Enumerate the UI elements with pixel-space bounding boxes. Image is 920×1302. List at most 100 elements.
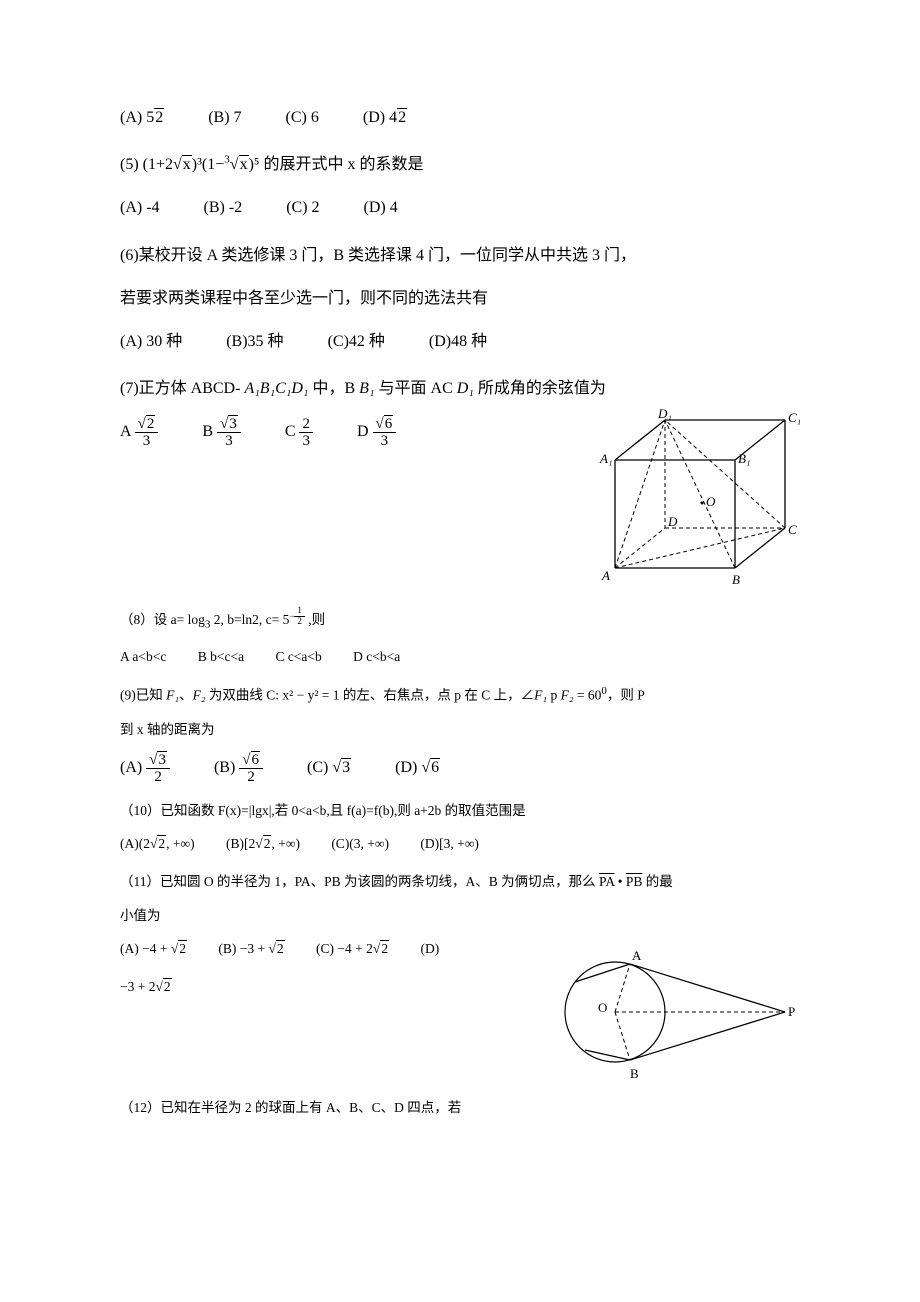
q4-options: (A) 52 (B) 7 (C) 6 (D) 42	[120, 100, 800, 135]
q6-optD: (D)48 种	[429, 324, 487, 359]
q5-options: (A) -4 (B) -2 (C) 2 (D) 4	[120, 190, 800, 225]
lbl-A: A	[601, 568, 610, 583]
lbl-A1: A₁	[599, 451, 612, 466]
q7-optA: A √23	[120, 414, 158, 449]
q8-optA: A a<b<c	[120, 644, 166, 670]
pre: （8）设 a= log	[120, 612, 205, 627]
sqrt2: 2	[154, 108, 164, 126]
PB: PB	[626, 874, 643, 889]
PA: PA	[599, 874, 614, 889]
pre: （11）已知圆 O 的半径为 1，PA、PB 为该圆的两条切线，A、B 为俩切点…	[120, 874, 599, 889]
amid: p	[547, 688, 561, 703]
q6-options: (A) 30 种 (B)35 种 (C)42 种 (D)48 种	[120, 324, 800, 359]
lbl-O: O	[706, 494, 716, 509]
post: 所成角的余弦值为	[474, 380, 606, 397]
mid2: 与平面 AC	[375, 380, 457, 397]
q4-optC: (C) 6	[286, 100, 319, 135]
lbl: (C)	[307, 759, 328, 776]
q12-stem: （12）已知在半径为 2 的球面上有 A、B、C、D 四点，若	[120, 1095, 800, 1121]
sub1: A₁B₁C₁D₁	[244, 380, 308, 397]
label: (D)	[363, 109, 385, 126]
mid: 中，B	[308, 380, 359, 397]
sub3: D₁	[457, 380, 474, 397]
lbl: (A)	[120, 759, 142, 776]
q11-optC: (C) −4 + 2√2	[316, 936, 389, 962]
post: 的最	[642, 874, 672, 889]
post: ,则	[305, 612, 325, 627]
q6-optA: (A) 30 种	[120, 324, 182, 359]
q11-optA: (A) −4 + √2	[120, 936, 187, 962]
q9-optA: (A) √32	[120, 750, 170, 785]
q8-optC: C c<a<b	[275, 644, 321, 670]
q5-optD: (D) 4	[364, 190, 398, 225]
lbl: (B)	[214, 759, 235, 776]
lbl: D	[357, 423, 369, 440]
post: ，则 P	[607, 688, 645, 703]
q7-optD: D √63	[357, 414, 396, 449]
sep: 、	[179, 688, 193, 703]
q6-stem1: (6)某校开设 A 类选修课 3 门，B 类选择课 4 门，一位同学从中共选 3…	[120, 238, 800, 273]
q9-optC: (C) √3	[307, 750, 351, 785]
pre: (7)正方体 ABCD-	[120, 380, 244, 397]
q5-optA: (A) -4	[120, 190, 160, 225]
sqrt-x: x	[182, 155, 192, 173]
cbrt-idx: 3	[224, 154, 230, 166]
lbl-B1: B₁	[738, 451, 750, 466]
q6-optB: (B)35 种	[226, 324, 283, 359]
q10-stem: （10）已知函数 F(x)=|lgx|,若 0<a<b,且 f(a)=f(b),…	[120, 798, 800, 824]
q7-optB: B √33	[202, 414, 240, 449]
point-O	[701, 502, 704, 505]
q11-line2: 小值为	[120, 903, 800, 929]
q8-options: A a<b<c B b<c<a C c<a<b D c<b<a	[120, 644, 800, 670]
lbl: B	[202, 423, 213, 440]
q9-optD: (D) √6	[395, 750, 440, 785]
F1: F₁	[166, 688, 179, 703]
dot: •	[614, 874, 625, 889]
q4-optA: (A) 52	[120, 100, 164, 135]
lbl: (D)	[395, 759, 417, 776]
q4-optB: (B) 7	[208, 100, 241, 135]
lbl-C: C	[788, 522, 797, 537]
lbl-A: A	[632, 948, 642, 963]
cube-figure: D₁ C₁ A₁ B₁ O D C A B	[570, 408, 800, 598]
q8-optB: B b<c<a	[198, 644, 244, 670]
q6-optC: (C)42 种	[328, 324, 385, 359]
q9-stem: (9)已知 F₁、F₂ 为双曲线 C: x² − y² = 1 的左、右焦点，点…	[120, 681, 800, 708]
aF2: F₂	[561, 688, 574, 703]
sqrt2: 2	[397, 108, 407, 126]
lbl-D: D	[667, 514, 678, 529]
label: (C)	[286, 109, 307, 126]
lbl-P: P	[788, 1004, 795, 1019]
label: (B)	[208, 109, 229, 126]
pre: (9)已知	[120, 688, 166, 703]
q11-optB: (B) −3 + √2	[218, 936, 284, 962]
q9-options: (A) √32 (B) √62 (C) √3 (D) √6	[120, 750, 800, 785]
q10-optB: (B)[2√2, +∞)	[226, 831, 300, 857]
val: 6	[311, 109, 319, 126]
mid: 2, b=ln2, c= 5	[210, 612, 289, 627]
q11-stem: （11）已知圆 O 的半径为 1，PA、PB 为该圆的两条切线，A、B 为俩切点…	[120, 869, 800, 895]
lbl-O: O	[598, 1000, 607, 1015]
q10-optA: (A)(2√2, +∞)	[120, 831, 195, 857]
val: 7	[234, 109, 242, 126]
mid: 为双曲线 C: x² − y² = 1 的左、右焦点，点 p 在 C 上，∠	[206, 688, 535, 703]
mid: )³(1−	[192, 156, 224, 173]
v: 6	[430, 758, 440, 776]
eq: = 60	[574, 688, 602, 703]
q9-optB: (B) √62	[214, 750, 263, 785]
q4-optD: (D) 42	[363, 100, 407, 135]
tangent-figure: O A B P	[550, 932, 800, 1087]
cbrt-x: x	[239, 155, 249, 173]
lbl-B: B	[630, 1066, 639, 1081]
q8-optD: D c<b<a	[353, 644, 400, 670]
aF1: F₁	[534, 688, 547, 703]
post: )⁵ 的展开式中 x 的系数是	[249, 156, 424, 173]
q10-options: (A)(2√2, +∞) (B)[2√2, +∞) (C)(3, +∞) (D)…	[120, 831, 800, 857]
q5-optC: (C) 2	[286, 190, 319, 225]
lbl: C	[285, 423, 296, 440]
v: 3	[341, 758, 351, 776]
q10-optD: (D)[3, +∞)	[420, 831, 478, 857]
label: (A)	[120, 109, 142, 126]
q7-optC: C 23	[285, 414, 313, 449]
q5-optB: (B) -2	[204, 190, 243, 225]
